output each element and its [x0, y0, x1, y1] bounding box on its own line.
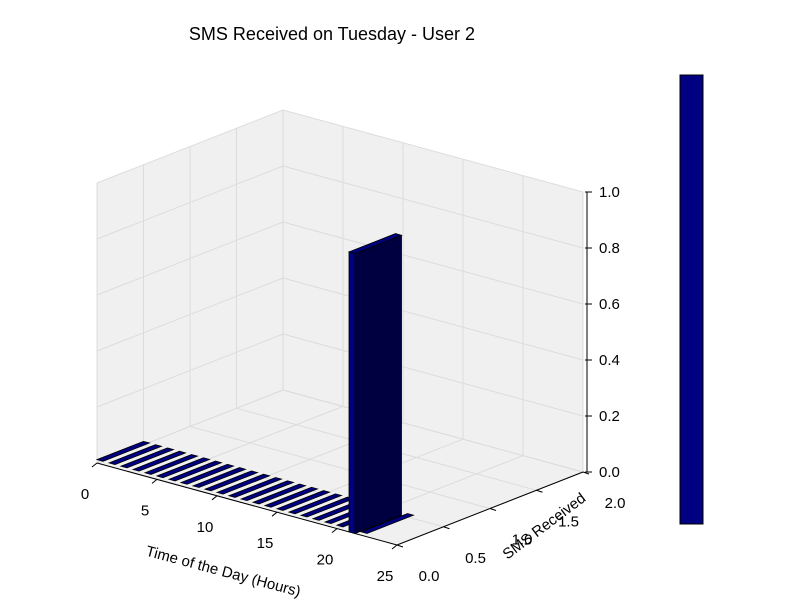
bar — [275, 490, 331, 511]
y-tick-label: 1.5 — [558, 513, 579, 530]
z-gridline — [96, 109, 584, 193]
bar-top-face — [275, 490, 331, 511]
x-tick — [331, 528, 338, 533]
bar — [203, 470, 259, 492]
bar-side-face — [354, 234, 402, 535]
x-tick — [151, 479, 158, 484]
bar-top-face — [251, 483, 307, 505]
x-tick — [91, 462, 98, 468]
x-axis-label: Time of the Day (Hours) — [144, 543, 302, 600]
z-tick-label: 0.6 — [599, 296, 620, 313]
y-tick — [443, 526, 450, 530]
x-tick-label: 25 — [377, 568, 394, 585]
y-tick — [396, 544, 404, 548]
bar-top-face — [215, 473, 271, 495]
bar-top-face — [155, 457, 211, 479]
y-tick-label: 0.5 — [465, 550, 486, 567]
bar-top-face — [263, 486, 319, 508]
x-tick-label: 20 — [317, 552, 334, 569]
z-tick-label: 0.2 — [599, 408, 620, 425]
y-tick — [536, 489, 543, 493]
bar — [239, 480, 295, 502]
z-gridline — [96, 277, 584, 361]
z-tick-label: 0.0 — [599, 464, 620, 481]
bar-top-face — [143, 454, 199, 475]
bar — [215, 473, 271, 495]
bar-top-face — [359, 513, 415, 534]
z-gridline — [96, 165, 584, 249]
bar — [143, 454, 199, 475]
bar — [119, 447, 175, 469]
colorbar — [679, 74, 704, 525]
x-tick — [211, 495, 218, 501]
bar — [347, 233, 403, 535]
bar-top-face — [167, 460, 223, 482]
x-tick-label: 5 — [141, 502, 149, 519]
bar-top-face — [119, 447, 175, 469]
bar-top-face — [239, 480, 295, 502]
y-tick-label: 1.0 — [512, 532, 533, 549]
bar-top-face — [191, 467, 247, 488]
x-tick-label: 0 — [81, 486, 89, 503]
bar — [155, 457, 211, 479]
bar-top-face — [179, 463, 235, 485]
bar — [95, 440, 151, 462]
x-tick — [391, 544, 398, 550]
bar-top-face — [203, 470, 259, 492]
z-gridline — [96, 221, 584, 305]
bar — [167, 460, 223, 482]
bar — [227, 477, 283, 498]
x-tick — [271, 511, 278, 517]
y-tick — [582, 471, 590, 475]
y-tick-label: 0.0 — [419, 568, 440, 585]
x-tick-label: 15 — [257, 535, 274, 552]
z-gridline — [96, 389, 584, 473]
bar — [263, 486, 319, 508]
bar-top-face — [287, 493, 343, 515]
chart-title: SMS Received on Tuesday - User 2 — [189, 24, 475, 44]
bar — [107, 444, 163, 466]
z-tick-label: 0.4 — [599, 352, 620, 369]
bar-top-face — [131, 450, 187, 472]
y-tick — [489, 508, 497, 511]
bar — [191, 467, 247, 488]
y-tick-label: 2.0 — [605, 495, 626, 512]
bar-top-face — [95, 440, 151, 462]
bar — [251, 483, 307, 505]
bar — [287, 493, 343, 515]
z-tick-label: 1.0 — [599, 184, 620, 201]
bar — [179, 463, 235, 485]
bars — [95, 233, 415, 535]
bar-top-face — [347, 233, 403, 254]
x-tick-label: 10 — [197, 519, 214, 536]
x-axis-line — [96, 462, 398, 546]
z-tick-label: 0.8 — [599, 240, 620, 257]
bar-top-face — [107, 444, 163, 466]
axes: 0 5 10 15 20 25 0.0 0.5 1.0 1.5 2.0 0.0 0.2 0.4 0.6 0.8… — [81, 184, 626, 585]
bar-front-face — [348, 251, 356, 535]
z-gridline — [96, 333, 584, 417]
bar-top-face — [227, 477, 283, 498]
bar — [131, 450, 187, 472]
bar — [359, 513, 415, 534]
